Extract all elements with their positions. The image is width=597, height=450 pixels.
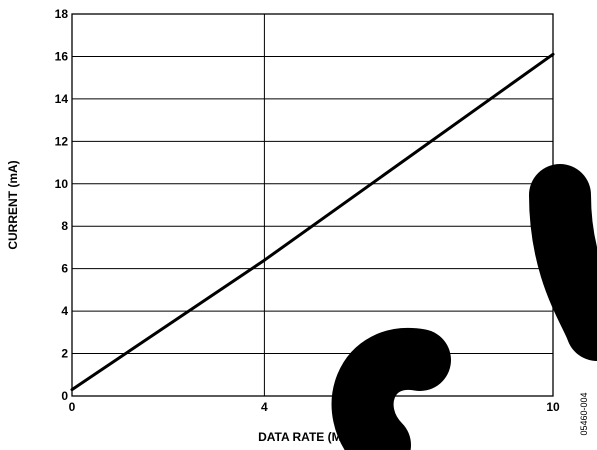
series-line-0 <box>70 52 555 392</box>
y-tick-label: 4 <box>61 304 68 318</box>
figure-reference-number: 05460-004 <box>579 392 589 435</box>
y-tick-label: 18 <box>55 7 69 21</box>
watermark-obso <box>331 164 597 450</box>
grid <box>72 13 553 397</box>
series-layer <box>70 52 555 392</box>
y-tick-label: 12 <box>55 134 69 148</box>
y-axis-title: CURRENT (mA) <box>6 160 20 249</box>
y-axis-ticks: 0 2 4 6 8 10 12 14 16 18 <box>55 7 69 403</box>
x-tick-label: 10 <box>546 400 560 414</box>
y-tick-label: 14 <box>55 92 69 106</box>
x-axis-title: DATA RATE (Mbps) <box>258 430 367 444</box>
y-tick-label: 10 <box>55 177 69 191</box>
x-axis-ticks: 0 4 10 <box>69 400 560 414</box>
y-tick-label: 2 <box>61 347 68 361</box>
y-tick-label: 8 <box>61 219 68 233</box>
y-tick-label: 6 <box>61 262 68 276</box>
y-tick-label: 16 <box>55 49 69 63</box>
y-tick-label: 0 <box>61 389 68 403</box>
plot-frame <box>71 13 554 397</box>
x-tick-label: 4 <box>261 400 268 414</box>
x-tick-label: 0 <box>69 400 76 414</box>
